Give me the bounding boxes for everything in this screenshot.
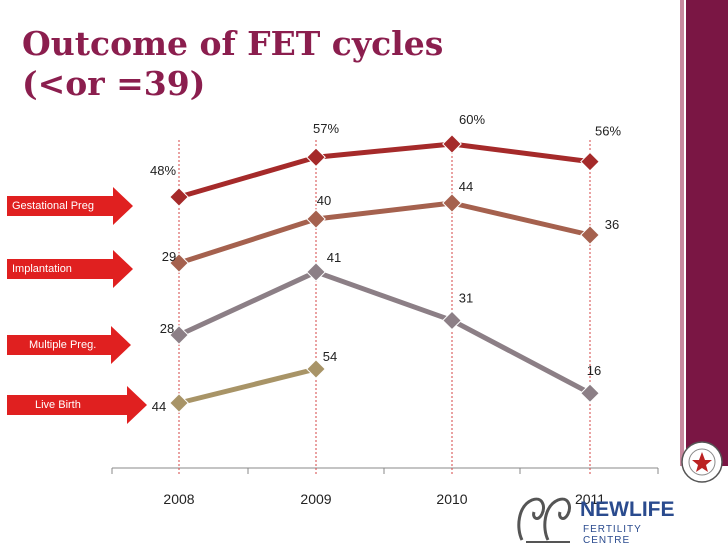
arrow-shape: [7, 187, 133, 225]
data-point-s1-2009: [306, 209, 326, 229]
data-label-s2-2010: 31: [459, 290, 473, 305]
series-line-0: [178, 141, 591, 200]
legend-arrow-gestational: Gestational Preg: [7, 187, 133, 225]
legend-label-gestational: Gestational Preg: [12, 200, 94, 212]
data-label-s2-2009: 41: [327, 250, 341, 265]
legend-label-implantation: Implantation: [12, 263, 72, 275]
slide-title-line1: Outcome of FET cycles: [22, 24, 444, 63]
arrow-shape: [7, 326, 131, 364]
series-line-2: [177, 269, 592, 396]
data-label-s3-2009: 54: [323, 349, 337, 364]
slide-title: Outcome of FET cycles (<or =39): [22, 24, 443, 104]
data-point-s1-2008: [169, 253, 189, 273]
arrow-polygon: [7, 326, 131, 364]
data-label-s2-2008: 28: [160, 321, 174, 336]
data-point-s0-2009: [306, 147, 326, 168]
data-point-s3-2009: [306, 359, 326, 379]
data-label-s0-2011: 56%: [595, 124, 621, 139]
x-tick-label-2008: 2008: [163, 491, 194, 507]
legend-label-live-birth: Live Birth: [35, 399, 81, 411]
logo-subtitle: FERTILITY CENTRE: [583, 524, 642, 546]
data-label-s0-2010: 60%: [459, 112, 485, 127]
series-line-3: [178, 366, 317, 406]
x-tick-label-2011: 2011: [575, 491, 605, 507]
data-point-s2-2009: [306, 262, 326, 282]
legend-label-multiple: Multiple Preg.: [29, 339, 97, 351]
arrow-polygon: [7, 250, 133, 288]
x-tick-label-2010: 2010: [436, 491, 467, 507]
x-tick-label-2009: 2009: [300, 491, 331, 507]
university-seal-logo: [680, 440, 724, 484]
newlife-logo: NEWLIFE FERTILITY CENTRE: [512, 488, 680, 546]
data-point-s1-2010: [442, 193, 462, 213]
arrow-polygon: [7, 386, 147, 424]
data-label-s0-2008: 48%: [150, 163, 176, 178]
arrow-polygon: [7, 187, 133, 225]
data-point-s2-2011: [580, 383, 600, 404]
data-label-s1-2009: 40: [317, 193, 331, 208]
data-point-s2-2008: [169, 325, 189, 345]
data-point-s0-2011: [580, 151, 600, 172]
seal-icon: [681, 441, 723, 483]
arrow-shape: [7, 250, 133, 288]
legend-arrow-implantation: Implantation: [7, 250, 133, 288]
arrow-shape: [7, 386, 147, 424]
series-line-1: [178, 200, 591, 266]
data-point-s3-2008: [169, 393, 189, 413]
brand-side-stripe: [680, 0, 684, 466]
data-label-s1-2010: 44: [459, 179, 473, 194]
slide-title-line2: (<or =39): [22, 64, 206, 103]
legend-arrow-live-birth: Live Birth: [7, 386, 147, 424]
legend-arrow-multiple: Multiple Preg.: [7, 326, 131, 364]
data-label-s3-2008: 44: [152, 399, 166, 414]
data-point-s1-2011: [580, 225, 600, 245]
data-label-s0-2009: 57%: [313, 121, 339, 136]
data-point-s2-2010: [442, 310, 462, 331]
data-label-s2-2011: 16: [587, 363, 601, 378]
data-label-s1-2008: 29: [162, 249, 176, 264]
newlife-emblem-icon: [517, 497, 572, 543]
brand-side-bar: [686, 0, 728, 466]
logo-wordmark: NEWLIFE: [580, 498, 675, 521]
data-label-s1-2011: 36: [605, 217, 619, 232]
data-point-s0-2010: [442, 134, 462, 154]
data-point-s0-2008: [169, 187, 189, 207]
